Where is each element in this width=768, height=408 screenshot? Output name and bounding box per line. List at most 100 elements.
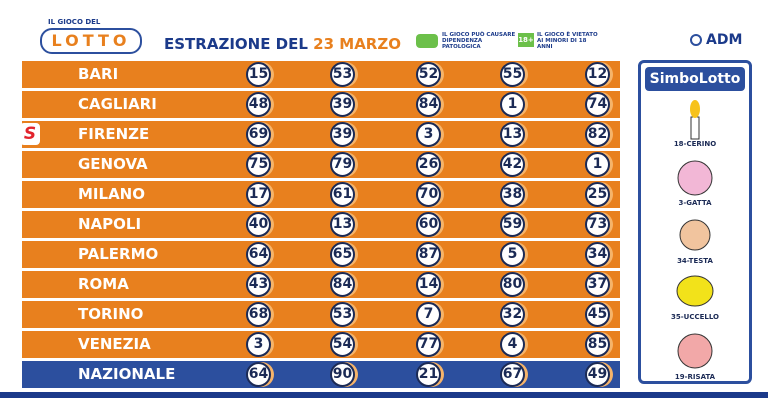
head-icon (679, 219, 711, 251)
number-ball: 13 (500, 122, 525, 147)
number-ball: 55 (500, 62, 525, 87)
number-ball: 34 (585, 242, 610, 267)
number-ball: 1 (500, 92, 525, 117)
number-ball: 69 (246, 122, 271, 147)
date: 23 MARZO (313, 35, 401, 53)
number-ball: 64 (246, 242, 271, 267)
adm-icon (690, 34, 702, 46)
number-ball: 64 (246, 362, 271, 387)
city-name: NAPOLI (78, 215, 142, 233)
title-text: ESTRAZIONE DEL (164, 35, 308, 53)
number-ball: 37 (585, 272, 610, 297)
number-ball: 54 (330, 332, 355, 357)
number-ball: 38 (500, 182, 525, 207)
city-name: VENEZIA (78, 335, 151, 353)
city-name: FIRENZE (78, 125, 150, 143)
warning1: IL GIOCO PUÒ CAUSARE DIPENDENZA PATOLOGI… (442, 32, 516, 50)
simbolo-marker: S (20, 123, 40, 145)
number-ball: 3 (246, 332, 271, 357)
number-ball: 1 (585, 152, 610, 177)
number-ball: 21 (416, 362, 441, 387)
result-row: NAZIONALE 64 90 21 67 49 (22, 361, 620, 388)
city-name: BARI (78, 65, 119, 83)
number-ball: 45 (585, 302, 610, 327)
result-row: ROMA 43 84 14 80 37 (22, 271, 620, 298)
number-ball: 73 (585, 212, 610, 237)
result-row: TORINO 68 53 7 32 45 (22, 301, 620, 328)
number-ball: 65 (330, 242, 355, 267)
number-ball: 49 (585, 362, 610, 387)
result-row: CAGLIARI 48 39 84 1 74 (22, 91, 620, 118)
symbol-label: 35-UCCELLO (670, 313, 719, 321)
number-ball: 60 (416, 212, 441, 237)
number-ball: 48 (246, 92, 271, 117)
result-row: VENEZIA 3 54 77 4 85 (22, 331, 620, 358)
number-ball: 53 (330, 302, 355, 327)
brand-logo: LOTTO (40, 28, 142, 54)
number-ball: 52 (416, 62, 441, 87)
symbol-label: 19-RISATA (674, 373, 716, 381)
simbolotto-panel: SimboLotto (638, 60, 752, 384)
number-ball: 74 (585, 92, 610, 117)
number-ball: 84 (416, 92, 441, 117)
number-ball: 17 (246, 182, 271, 207)
number-ball: 43 (246, 272, 271, 297)
warning2: IL GIOCO È VIETATO AI MINORI DI 18 ANNI (537, 32, 598, 50)
cat-icon (677, 160, 713, 196)
result-row: MILANO 17 61 70 38 25 (22, 181, 620, 208)
result-row: GENOVA 75 79 26 42 1 (22, 151, 620, 178)
number-ball: 40 (246, 212, 271, 237)
number-ball: 68 (246, 302, 271, 327)
number-ball: 5 (500, 242, 525, 267)
number-ball: 25 (585, 182, 610, 207)
number-ball: 85 (585, 332, 610, 357)
city-name: PALERMO (78, 245, 159, 263)
number-ball: 77 (416, 332, 441, 357)
number-ball: 15 (246, 62, 271, 87)
number-ball: 3 (416, 122, 441, 147)
agency: ADM (706, 32, 743, 48)
number-ball: 26 (416, 152, 441, 177)
number-ball: 12 (585, 62, 610, 87)
number-ball: 79 (330, 152, 355, 177)
number-ball: 39 (330, 122, 355, 147)
number-ball: 87 (416, 242, 441, 267)
symbol-label: 18-CERINO (673, 140, 717, 148)
result-row: BARI 15 53 52 55 12 (22, 61, 620, 88)
brand-top: IL GIOCO DEL (48, 18, 101, 26)
result-row: NAPOLI 40 13 60 59 73 (22, 211, 620, 238)
number-ball: 67 (500, 362, 525, 387)
symbol-label: 3-GATTA (678, 199, 712, 207)
bottom-bar (0, 392, 768, 398)
result-row: S FIRENZE 69 39 3 13 82 (20, 121, 620, 148)
simbolotto-title: SimboLotto (645, 67, 745, 91)
city-name: ROMA (78, 275, 129, 293)
city-name: MILANO (78, 185, 145, 203)
candle-icon (690, 116, 700, 140)
title: ESTRAZIONE DEL 23 MARZO (164, 35, 401, 53)
number-ball: 70 (416, 182, 441, 207)
icon (416, 34, 438, 48)
number-ball: 32 (500, 302, 525, 327)
number-ball: 14 (416, 272, 441, 297)
number-ball: 80 (500, 272, 525, 297)
symbol-icons (676, 100, 714, 369)
result-row: PALERMO 64 65 87 5 34 (22, 241, 620, 268)
city-name: CAGLIARI (78, 95, 157, 113)
smile-icon (677, 333, 713, 369)
number-ball: 42 (500, 152, 525, 177)
number-ball: 13 (330, 212, 355, 237)
number-ball: 59 (500, 212, 525, 237)
number-ball: 90 (330, 362, 355, 387)
flame-icon (690, 100, 700, 118)
number-ball: 84 (330, 272, 355, 297)
age-badge: 18+ (518, 33, 534, 47)
number-ball: 4 (500, 332, 525, 357)
symbol-label: 34-TESTA (677, 257, 713, 265)
number-ball: 39 (330, 92, 355, 117)
number-ball: 7 (416, 302, 441, 327)
number-ball: 61 (330, 182, 355, 207)
city-name: TORINO (78, 305, 144, 323)
number-ball: 53 (330, 62, 355, 87)
